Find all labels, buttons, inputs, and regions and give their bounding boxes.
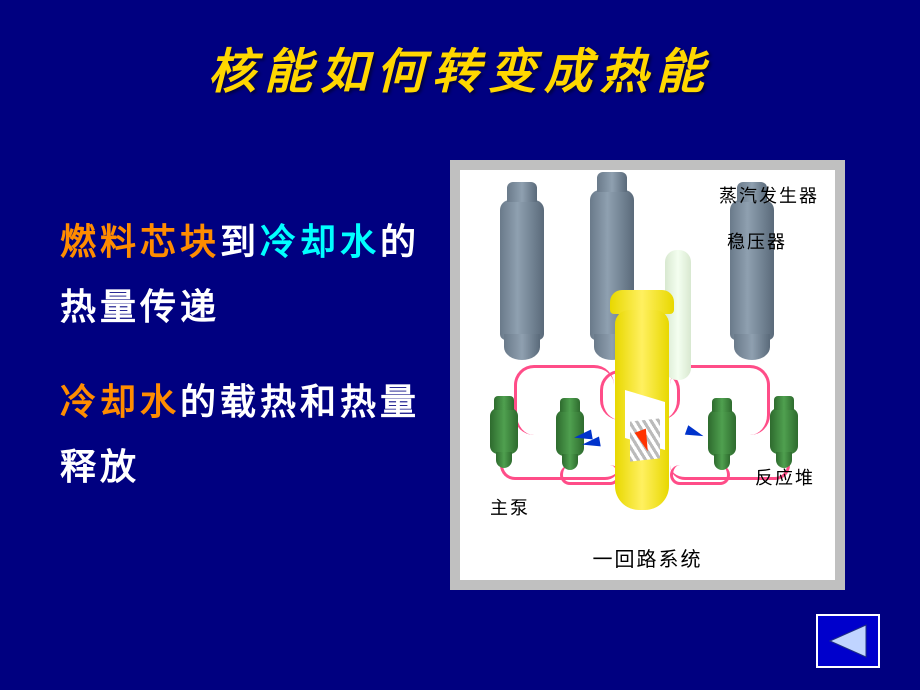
label-loop-system: 一回路系统 — [593, 543, 703, 572]
label-pump: 主泵 — [490, 494, 530, 520]
back-button[interactable] — [816, 614, 880, 668]
bullet-1-seg1: 燃料芯块 — [60, 222, 220, 262]
steam-generator — [500, 200, 544, 340]
bullet-1: 燃料芯块到冷却水的热量传递 — [60, 210, 440, 340]
steam-generator — [730, 200, 774, 340]
label-steam-generator: 蒸汽发生器 — [719, 182, 819, 208]
page-title: 核能如何转变成热能 — [0, 32, 920, 102]
main-pump — [490, 408, 518, 454]
bullet-2-seg1: 冷却水 — [60, 382, 180, 422]
main-pump — [708, 410, 736, 456]
diagram-inner: 蒸汽发生器 稳压器 主泵 反应堆 一回路系统 — [460, 170, 835, 580]
primary-loop-diagram: 蒸汽发生器 稳压器 主泵 反应堆 一回路系统 — [450, 160, 845, 590]
bullet-1-seg2: 到 — [220, 222, 260, 262]
flow-arrow-icon — [581, 437, 600, 450]
bullet-1-seg3: 冷却水 — [260, 222, 380, 262]
label-reactor: 反应堆 — [755, 464, 815, 490]
bullet-2: 冷却水的载热和热量释放 — [60, 370, 440, 500]
back-triangle-icon — [826, 623, 870, 659]
label-pressurizer: 稳压器 — [727, 228, 787, 254]
main-pump — [770, 408, 798, 454]
